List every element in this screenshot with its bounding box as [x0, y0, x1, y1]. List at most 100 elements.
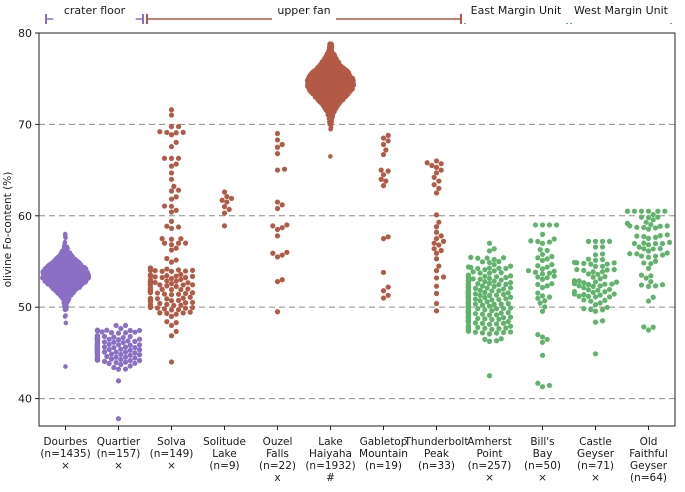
data-point — [380, 295, 387, 301]
data-point — [537, 247, 543, 253]
data-point — [539, 308, 546, 314]
data-point — [493, 330, 500, 336]
category-marker: × — [591, 472, 600, 484]
data-point — [650, 246, 656, 252]
data-point — [486, 292, 493, 299]
category-marker: x — [274, 472, 280, 484]
category-label: Mountain — [359, 448, 408, 460]
data-point — [168, 112, 175, 118]
category-label: Castle — [579, 436, 612, 448]
data-point — [475, 281, 481, 287]
data-point — [111, 339, 117, 345]
data-point — [500, 315, 507, 321]
data-point — [507, 329, 514, 335]
data-point — [592, 319, 599, 325]
data-point — [636, 244, 642, 250]
group-label-backdrop — [462, 13, 570, 23]
data-point — [576, 283, 582, 289]
data-point — [641, 240, 647, 246]
data-point — [108, 330, 115, 336]
data-point — [599, 244, 606, 250]
data-point — [624, 220, 631, 227]
data-point — [592, 263, 599, 270]
data-point — [164, 310, 170, 316]
category-points — [94, 322, 143, 422]
data-point — [477, 298, 483, 304]
data-point — [118, 351, 124, 358]
data-point — [175, 224, 182, 230]
data-point — [657, 233, 663, 239]
data-point — [611, 291, 617, 297]
data-point — [604, 304, 610, 310]
data-point — [178, 236, 184, 242]
data-point — [270, 223, 276, 229]
data-point — [431, 240, 437, 246]
data-point — [592, 308, 599, 314]
data-point — [465, 264, 472, 270]
data-point — [168, 307, 175, 313]
data-point — [590, 283, 596, 289]
data-point — [574, 266, 580, 273]
data-point — [585, 271, 592, 277]
data-point — [609, 281, 615, 287]
data-point — [180, 129, 186, 135]
data-point — [482, 273, 488, 279]
data-point — [532, 269, 539, 275]
data-point — [168, 176, 175, 182]
data-point — [127, 352, 133, 358]
category-label: (n=22) — [259, 460, 296, 472]
category-points — [424, 158, 447, 314]
data-point — [507, 294, 514, 300]
data-point — [645, 298, 652, 304]
data-point — [482, 289, 488, 296]
data-point — [592, 351, 599, 357]
data-point — [482, 279, 488, 285]
data-point — [486, 275, 493, 282]
data-point — [433, 250, 440, 256]
data-point — [187, 294, 193, 300]
data-point — [270, 250, 276, 256]
category-marker: × — [538, 472, 547, 484]
data-point — [385, 132, 391, 138]
data-point — [284, 222, 290, 228]
data-point — [178, 286, 184, 293]
data-point — [115, 366, 122, 372]
data-point — [539, 339, 546, 345]
data-point — [125, 338, 131, 344]
y-tick-label: 80 — [18, 27, 32, 40]
data-point — [638, 253, 645, 259]
data-point — [173, 207, 179, 213]
data-point — [592, 279, 599, 285]
data-point — [486, 270, 493, 276]
data-point — [152, 274, 158, 280]
data-point — [433, 236, 440, 242]
data-point — [479, 320, 486, 326]
data-point — [221, 204, 228, 210]
data-point — [507, 273, 514, 279]
data-point — [431, 174, 437, 181]
data-point — [539, 334, 546, 340]
category-points — [40, 231, 91, 369]
data-point — [539, 271, 546, 277]
data-point — [503, 325, 509, 331]
data-point — [175, 297, 182, 304]
data-point — [489, 326, 495, 332]
data-point — [645, 283, 652, 290]
data-point — [385, 234, 391, 240]
data-point — [175, 123, 182, 130]
data-point — [168, 163, 175, 169]
data-points — [40, 41, 673, 422]
data-point — [539, 231, 546, 237]
data-point — [173, 139, 179, 145]
data-point — [599, 307, 606, 313]
data-point — [120, 334, 126, 341]
data-point — [161, 155, 168, 161]
data-point — [136, 327, 143, 334]
data-point — [175, 187, 182, 193]
data-point — [585, 256, 592, 262]
y-tick-label: 40 — [18, 393, 32, 406]
data-point — [592, 238, 599, 244]
data-point — [641, 260, 647, 266]
data-point — [115, 342, 122, 348]
data-point — [173, 273, 179, 279]
